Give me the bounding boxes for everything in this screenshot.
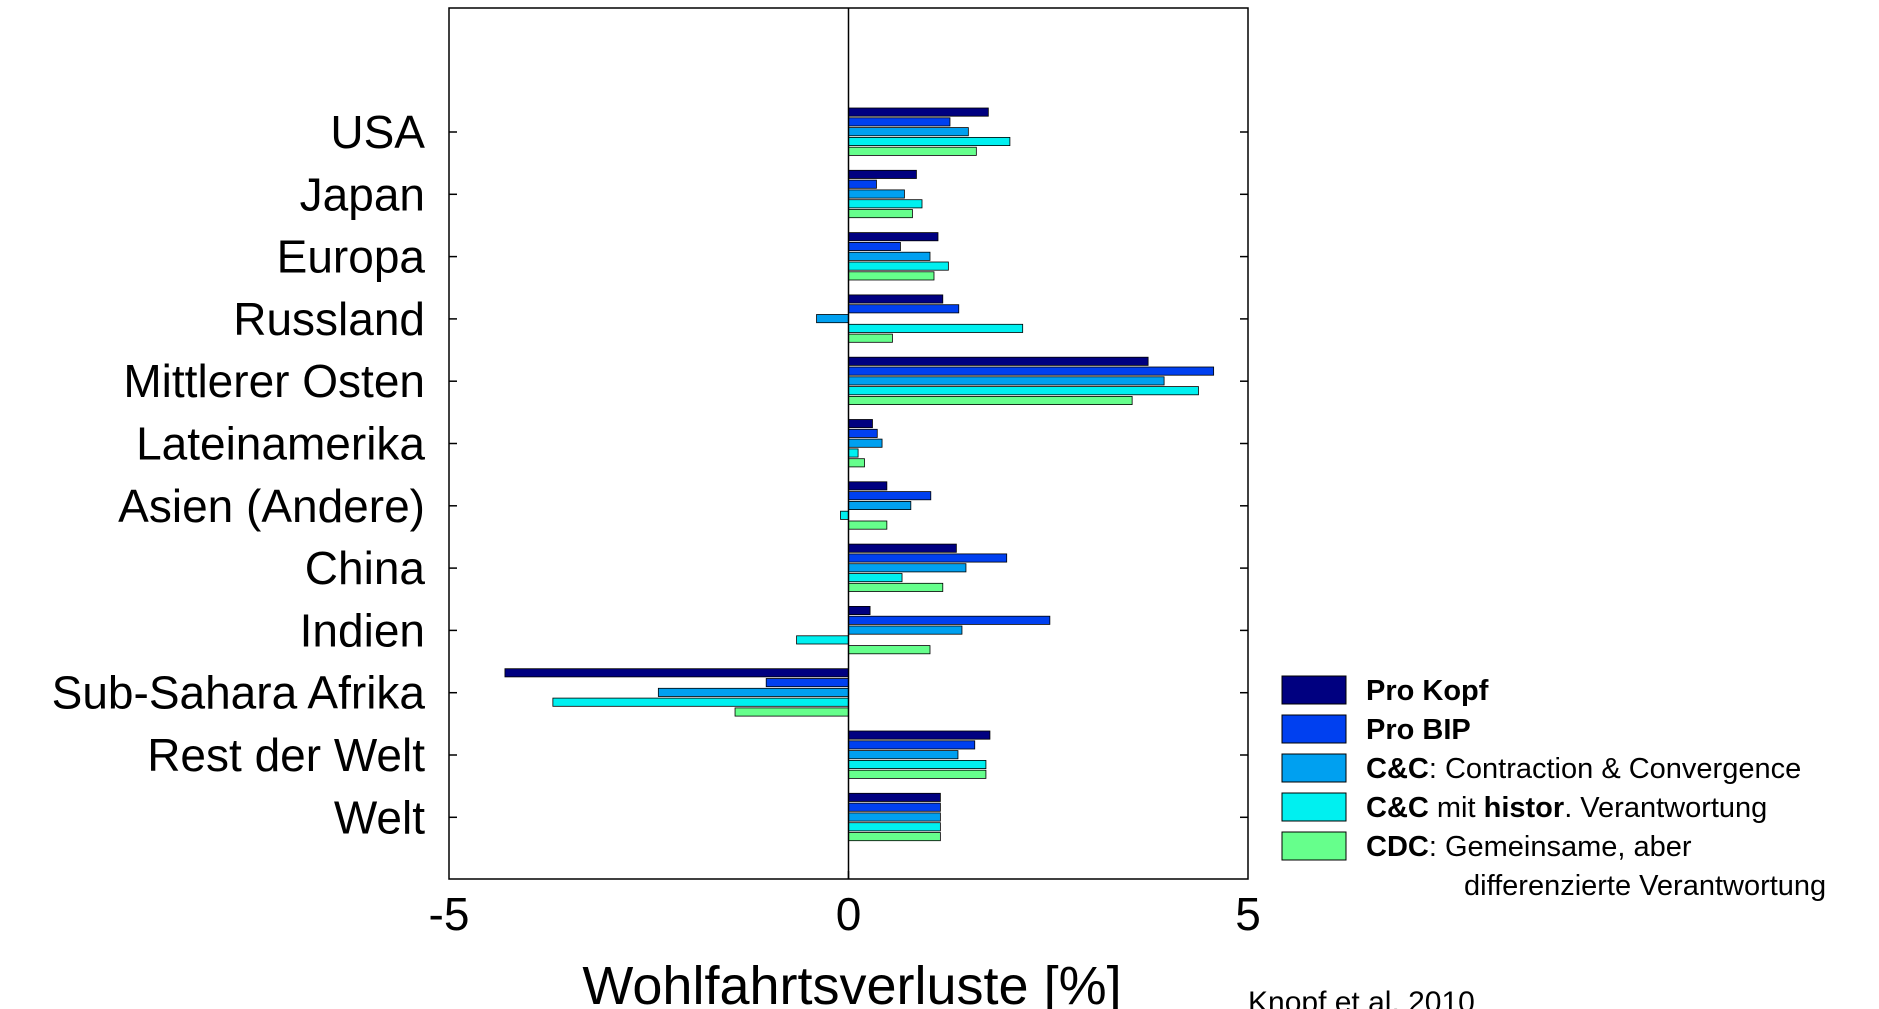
bar <box>848 189 905 199</box>
bar <box>848 419 873 429</box>
bar <box>848 304 960 314</box>
bar <box>848 740 976 750</box>
legend: Pro Kopf Pro BIP C&C: Contraction & Conver… <box>1281 675 1826 902</box>
bar <box>504 668 849 678</box>
bar <box>765 678 849 688</box>
legend-label: Pro BIP <box>1366 714 1471 746</box>
bar <box>848 448 859 458</box>
bar <box>848 323 1024 333</box>
bar <box>848 333 893 343</box>
category-label: Rest der Welt <box>147 729 425 781</box>
bar <box>848 481 888 491</box>
bar <box>848 458 865 468</box>
bar <box>848 136 1011 146</box>
source-note: Knopf et al. 2010 <box>1248 986 1475 1009</box>
category-label: USA <box>330 106 425 158</box>
category-label: Europa <box>277 231 426 283</box>
category-labels: USA Japan Europa Russland Mittlerer Osten Lat… <box>52 106 426 843</box>
x-ticks: -5 0 5 <box>429 871 1261 940</box>
bar <box>848 179 877 189</box>
bar <box>848 645 931 655</box>
bars-layer <box>504 107 1215 842</box>
bar <box>848 832 941 842</box>
category-label: China <box>305 542 426 594</box>
x-tick-label: 5 <box>1235 888 1261 940</box>
bar <box>848 356 1149 366</box>
bar <box>657 687 849 697</box>
bar <box>816 314 849 324</box>
legend-swatch <box>1281 675 1347 705</box>
bar <box>848 251 931 261</box>
category-label: Welt <box>334 791 425 843</box>
bar <box>848 395 1133 405</box>
bar <box>848 209 913 219</box>
category-label: Mittlerer Osten <box>123 355 425 407</box>
bar <box>848 386 1199 396</box>
bar <box>848 491 932 501</box>
legend-label: CDC: Gemeinsame, aber <box>1366 831 1692 863</box>
legend-swatch <box>1281 792 1347 822</box>
bar <box>848 760 987 770</box>
bar <box>848 792 941 802</box>
bar <box>848 146 977 156</box>
bar <box>848 261 949 271</box>
bar <box>848 117 951 127</box>
legend-swatch <box>1281 831 1347 861</box>
bar <box>796 635 849 645</box>
bar <box>848 822 941 832</box>
legend-label: C&C: Contraction & Convergence <box>1366 753 1801 785</box>
bar <box>848 232 939 242</box>
legend-label: Pro Kopf <box>1366 675 1489 707</box>
bar <box>848 199 923 209</box>
x-tick-label: 0 <box>836 888 862 940</box>
bar <box>848 750 959 760</box>
legend-label-continued: differenzierte Verantwortung <box>1464 870 1826 902</box>
bar <box>848 543 957 553</box>
bar <box>848 107 989 117</box>
bar <box>848 500 912 510</box>
bar <box>848 769 987 779</box>
bar <box>848 241 901 251</box>
x-tick-label: -5 <box>429 888 470 940</box>
y-ticks <box>449 131 1248 819</box>
bar <box>848 127 969 137</box>
bar <box>848 169 917 179</box>
category-label: Sub-Sahara Afrika <box>52 667 426 719</box>
bar <box>848 376 1165 386</box>
bar <box>848 582 944 592</box>
bar <box>848 294 944 304</box>
legend-swatch <box>1281 714 1347 744</box>
bar <box>848 812 941 822</box>
bar <box>848 730 991 740</box>
bar <box>848 428 878 438</box>
legend-swatch <box>1281 753 1347 783</box>
category-label: Russland <box>233 293 425 345</box>
x-axis-title: Wohlfahrtsverluste [%] <box>582 956 1121 1009</box>
legend-label: C&C mit histor. Verantwortung <box>1366 792 1767 824</box>
category-label: Japan <box>300 168 425 220</box>
bar <box>848 438 883 448</box>
bar <box>840 510 849 520</box>
bar <box>848 563 967 573</box>
bar <box>848 366 1215 376</box>
category-label: Indien <box>300 604 425 656</box>
bar <box>848 553 1008 563</box>
bar <box>848 802 941 812</box>
bar <box>734 707 849 717</box>
bar <box>848 573 903 583</box>
category-label: Asien (Andere) <box>118 480 425 532</box>
bar <box>848 625 963 635</box>
bar <box>848 271 935 281</box>
category-label: Lateinamerika <box>136 418 425 470</box>
bar <box>848 615 1051 625</box>
bar <box>848 520 888 530</box>
bar <box>848 606 871 616</box>
bar <box>552 697 849 707</box>
